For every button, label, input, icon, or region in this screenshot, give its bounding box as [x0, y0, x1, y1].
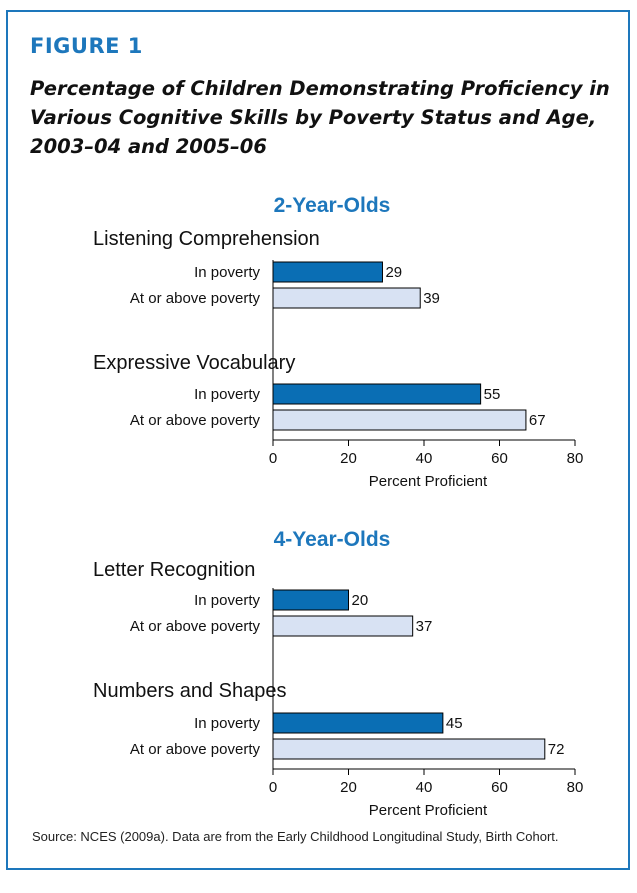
bar-category-label: In poverty	[194, 264, 260, 281]
bar	[272, 261, 383, 283]
group-title: Letter Recognition	[93, 559, 255, 581]
bar	[272, 383, 482, 405]
bar-category-label: In poverty	[194, 592, 260, 609]
bar-value-label: 45	[446, 715, 463, 732]
bar	[272, 409, 527, 431]
x-tick-label: 60	[491, 450, 508, 467]
panel-title-1: 4-Year-Olds	[274, 528, 391, 551]
bar-value-label: 20	[352, 592, 369, 609]
group-title: Listening Comprehension	[93, 228, 320, 250]
x-tick-label: 40	[416, 450, 433, 467]
figure-label: FIGURE 1	[30, 34, 143, 58]
bar	[272, 287, 421, 309]
x-tick-label: 20	[340, 450, 357, 467]
bar-category-label: In poverty	[194, 715, 260, 732]
figure-frame	[6, 10, 630, 870]
x-tick-label: 80	[567, 450, 584, 467]
bar-value-label: 72	[548, 741, 565, 758]
x-axis-label: Percent Proficient	[369, 802, 488, 819]
x-tick-label: 40	[416, 779, 433, 796]
bar-value-label: 37	[416, 618, 433, 635]
group-title: Numbers and Shapes	[93, 680, 286, 702]
bar	[272, 615, 414, 637]
bar	[272, 712, 444, 734]
group-title: Expressive Vocabulary	[93, 352, 295, 374]
x-tick-label: 60	[491, 779, 508, 796]
bar-category-label: At or above poverty	[130, 412, 261, 429]
bar-value-label: 29	[385, 264, 402, 281]
bar	[272, 589, 349, 611]
x-tick-label: 80	[567, 779, 584, 796]
bar	[272, 738, 546, 760]
x-tick-label: 0	[269, 450, 277, 467]
bar-category-label: At or above poverty	[130, 618, 261, 635]
bar-value-label: 67	[529, 412, 546, 429]
source-note: Source: NCES (2009a). Data are from the …	[32, 829, 559, 844]
x-axis-label: Percent Proficient	[369, 473, 488, 490]
bar-category-label: At or above poverty	[130, 741, 261, 758]
bar-value-label: 39	[423, 290, 440, 307]
bar-value-label: 55	[484, 386, 501, 403]
x-tick-label: 20	[340, 779, 357, 796]
panel-title-0: 2-Year-Olds	[274, 194, 391, 217]
bar-category-label: At or above poverty	[130, 290, 261, 307]
figure-title: Percentage of Children Demonstrating Pro…	[30, 77, 610, 158]
x-tick-label: 0	[269, 779, 277, 796]
bar-category-label: In poverty	[194, 386, 260, 403]
